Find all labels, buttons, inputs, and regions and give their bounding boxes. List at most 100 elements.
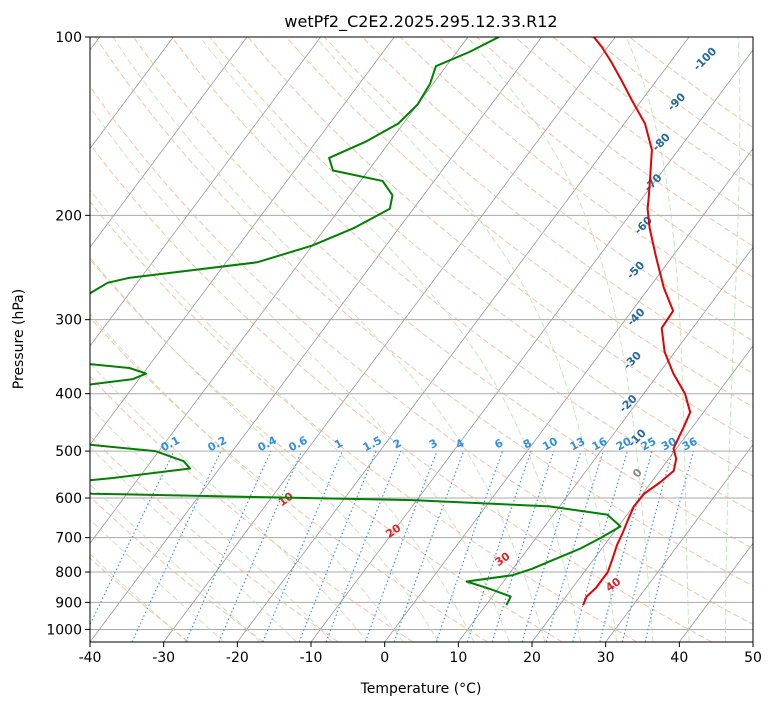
- dry-adiabat-line: [362, 37, 753, 342]
- mixing-ratio-label: 8: [521, 436, 534, 451]
- moist-adiabat-line: [625, 37, 690, 642]
- mixing-ratio-label: 20: [614, 435, 634, 454]
- mixing-ratio-label: 1: [332, 436, 345, 451]
- isotherm-line: [384, 147, 753, 642]
- moist-adiabat-line: [90, 406, 333, 642]
- moist-adiabat-line: [90, 313, 404, 642]
- y-tick-label: 900: [55, 595, 82, 611]
- mixing-ratio-label: 36: [680, 435, 700, 454]
- moist-adiabat-label: -40: [624, 305, 647, 328]
- mixing-ratio-line: [218, 450, 303, 642]
- dry-adiabat-line: [133, 37, 753, 550]
- y-tick-label: 500: [55, 444, 82, 460]
- mixing-ratio-label: 25: [639, 435, 659, 454]
- moist-adiabat-line: [90, 189, 475, 642]
- x-tick-label: 50: [744, 650, 762, 666]
- axes: -40 -30 -20 -10 0 10 20 30 40 5010009008007006005…: [46, 30, 762, 666]
- mixing-ratio-line: [521, 450, 582, 642]
- x-tick-label: -30: [152, 650, 175, 666]
- dry-adiabat-line: [90, 557, 190, 642]
- moist-adiabat-label: -100: [691, 44, 720, 73]
- dry-adiabat-line: [90, 200, 638, 642]
- moist-adiabat-label: -30: [621, 349, 644, 372]
- dry-adiabat-line: [90, 85, 753, 625]
- mixing-ratio-line: [644, 450, 694, 642]
- dry-adiabat-line: [552, 37, 753, 187]
- dry-adiabat-line: [90, 258, 563, 642]
- x-axis-label: Temperature (°C): [360, 681, 482, 697]
- moist-adiabat-line: [90, 483, 261, 642]
- x-tick-label: -10: [300, 650, 323, 666]
- dry-adiabat-line: [90, 375, 414, 642]
- dry-adiabat-line: [94, 37, 753, 587]
- mixing-ratio-line: [364, 450, 438, 642]
- isotherm-line: [90, 37, 395, 446]
- mixing-ratio-line: [325, 450, 402, 642]
- mixing-ratio-line: [545, 450, 604, 642]
- moist-adiabat-label: -80: [650, 130, 673, 153]
- moist-adiabat-line: [199, 37, 582, 642]
- mixing-ratio-line: [185, 450, 272, 642]
- mixing-ratio-line: [621, 450, 674, 642]
- dry-adiabat-label: 40: [603, 575, 623, 595]
- moist-adiabat-line: [725, 37, 741, 642]
- y-tick-label: 100: [55, 30, 82, 46]
- moist-adiabat-line: [90, 362, 369, 642]
- dry-adiabat-label: 30: [493, 549, 513, 569]
- temperature-line: [582, 37, 692, 606]
- mixing-ratio-line: [491, 450, 555, 642]
- y-tick-label: 1000: [46, 622, 82, 638]
- y-axis-label: Pressure (hPa): [11, 289, 27, 389]
- x-tick-label: 40: [670, 650, 688, 666]
- y-tick-label: 400: [55, 387, 82, 403]
- dry-adiabat-line: [90, 316, 488, 642]
- y-tick-label: 800: [55, 565, 82, 581]
- dry-adiabat-line: [90, 143, 712, 642]
- x-tick-label: 20: [523, 650, 541, 666]
- isotherm-line: [237, 37, 690, 642]
- background-lines: [90, 37, 753, 642]
- x-tick-label: 10: [449, 650, 467, 666]
- moist-adiabat-line: [90, 518, 225, 642]
- mixing-ratio-line: [599, 450, 653, 642]
- mixing-ratio-line: [262, 450, 343, 642]
- isotherm-line: [458, 246, 753, 642]
- dry-adiabat-line: [400, 37, 753, 310]
- y-tick-label: 600: [55, 491, 82, 507]
- plot-frame: [89, 36, 754, 643]
- isotherm-line: [605, 443, 753, 642]
- x-tick-label: -40: [79, 650, 102, 666]
- mixing-ratio-line: [466, 450, 532, 642]
- mixing-ratio-label: 6: [492, 436, 505, 451]
- moist-adiabat-label: -50: [624, 258, 647, 281]
- isotherm-line: [679, 542, 753, 642]
- isotherm-line: [163, 37, 616, 642]
- moist-adiabat-line: [466, 37, 654, 642]
- mixing-ratio-label: 16: [590, 435, 610, 454]
- isotherm-line: [90, 37, 321, 347]
- dry-adiabat-line: [438, 37, 753, 278]
- dry-adiabat-line: [90, 495, 264, 642]
- isotherm-line: [752, 641, 753, 642]
- isotherm-line: [90, 37, 542, 642]
- mixing-ratio-line: [435, 450, 504, 642]
- profile-lines: [90, 37, 692, 606]
- y-tick-label: 300: [55, 313, 82, 329]
- dewpoint-line: [90, 37, 622, 606]
- mixing-ratio-label: 13: [568, 435, 588, 454]
- moist-adiabat-label: -70: [641, 171, 664, 194]
- moist-adiabat-line: [90, 446, 297, 642]
- x-tick-label: -20: [226, 650, 249, 666]
- isotherm-line: [90, 37, 469, 544]
- dry-adiabat-line: [514, 37, 753, 217]
- dry-adiabat-line: [285, 37, 753, 408]
- x-tick-label: 30: [597, 650, 615, 666]
- moist-adiabat-line: [90, 553, 188, 642]
- mixing-ratio-line: [131, 450, 222, 642]
- moist-adiabat-line: [112, 37, 546, 642]
- moist-adiabat-line: [90, 256, 439, 642]
- dry-adiabat-line: [171, 37, 753, 513]
- moist-adiabat-label: -90: [665, 90, 688, 113]
- mixing-ratio-line: [298, 450, 377, 642]
